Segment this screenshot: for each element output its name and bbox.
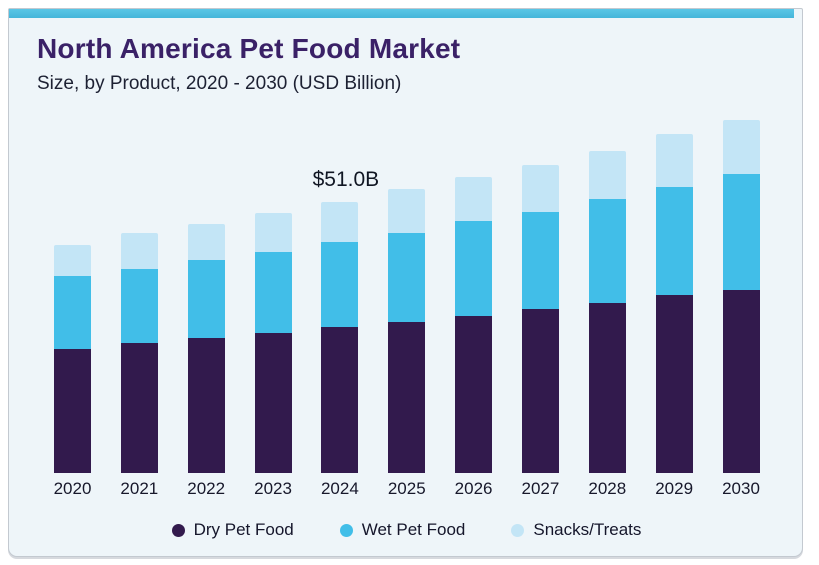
bar-segment-wet-pet-food-2022 bbox=[187, 260, 225, 339]
bar-segment-dry-pet-food-2020 bbox=[54, 349, 91, 473]
chart-title: North America Pet Food Market bbox=[37, 33, 461, 64]
value-annotation-2024: $51.0B bbox=[312, 167, 380, 191]
legend-label: Wet Pet Food bbox=[361, 520, 466, 539]
bar-segment-snacks-treats-2022 bbox=[187, 223, 225, 261]
bar-segment-dry-pet-food-2025 bbox=[388, 322, 426, 473]
x-axis-label-2025: 2025 bbox=[387, 479, 426, 498]
bar-segment-snacks-treats-2025 bbox=[388, 188, 426, 233]
chart-subtitle: Size, by Product, 2020 - 2030 (USD Billi… bbox=[37, 73, 402, 94]
x-axis-label-2020: 2020 bbox=[53, 479, 92, 498]
bar-chart: 2020 2021 2022 2023 2024 $51.0B 2025 2026 2027 20… bbox=[9, 9, 804, 558]
x-axis-label-2024: 2024 bbox=[320, 479, 359, 498]
bar-segment-wet-pet-food-2030 bbox=[722, 173, 760, 290]
bar-segment-wet-pet-food-2028 bbox=[588, 198, 626, 303]
bar-segment-snacks-treats-2030 bbox=[722, 120, 760, 174]
chart-card: North America Pet Food Market Size, by P… bbox=[8, 8, 803, 557]
x-axis-label-2026: 2026 bbox=[454, 479, 493, 498]
bar-2021 bbox=[120, 233, 158, 473]
legend-item-dry-pet-food: Dry Pet Food bbox=[171, 520, 294, 540]
bar-segment-dry-pet-food-2024 bbox=[321, 326, 359, 473]
legend: Dry Pet Food Wet Pet Food Snacks/Treats bbox=[9, 520, 804, 540]
bar-segment-dry-pet-food-2021 bbox=[120, 343, 158, 473]
bar-segment-snacks-treats-2024 bbox=[321, 201, 359, 242]
bar-2023 bbox=[254, 213, 292, 473]
wet-pet-food-swatch-icon bbox=[339, 523, 353, 537]
bar-2028 bbox=[588, 151, 626, 473]
bar-segment-snacks-treats-2029 bbox=[655, 134, 693, 188]
bar-2027 bbox=[521, 164, 559, 473]
bar-2030 bbox=[722, 120, 760, 473]
bar-2029 bbox=[655, 134, 693, 473]
legend-label: Dry Pet Food bbox=[193, 520, 294, 539]
bar-segment-dry-pet-food-2027 bbox=[521, 309, 559, 473]
bar-2022 bbox=[187, 223, 225, 473]
legend-label: Snacks/Treats bbox=[533, 520, 642, 539]
bar-segment-snacks-treats-2023 bbox=[254, 213, 292, 252]
bar-segment-snacks-treats-2026 bbox=[455, 177, 493, 222]
x-axis-label-2028: 2028 bbox=[588, 479, 627, 498]
x-axis-label-2027: 2027 bbox=[521, 479, 560, 498]
dry-pet-food-swatch-icon bbox=[171, 523, 185, 537]
accent-top-bar bbox=[9, 9, 794, 18]
bar-segment-dry-pet-food-2028 bbox=[588, 302, 626, 473]
x-axis-label-2023: 2023 bbox=[254, 479, 292, 498]
bar-segment-wet-pet-food-2020 bbox=[54, 276, 91, 349]
bar-segment-dry-pet-food-2030 bbox=[722, 289, 760, 473]
bar-2026 bbox=[455, 177, 493, 473]
bar-segment-wet-pet-food-2027 bbox=[521, 211, 559, 310]
x-axis-label-2021: 2021 bbox=[120, 479, 159, 498]
bar-segment-dry-pet-food-2023 bbox=[254, 333, 292, 473]
x-axis-label-2030: 2030 bbox=[722, 479, 760, 498]
bar-segment-wet-pet-food-2026 bbox=[455, 221, 493, 316]
bar-segment-wet-pet-food-2024 bbox=[321, 241, 359, 327]
bar-segment-dry-pet-food-2026 bbox=[455, 315, 493, 473]
legend-item-wet-pet-food: Wet Pet Food bbox=[339, 520, 466, 540]
bar-segment-dry-pet-food-2029 bbox=[655, 294, 693, 473]
bar-segment-wet-pet-food-2029 bbox=[655, 187, 693, 295]
bar-2025 bbox=[388, 188, 426, 473]
bar-segment-snacks-treats-2021 bbox=[120, 233, 158, 270]
bar-segment-snacks-treats-2027 bbox=[521, 164, 559, 212]
x-axis-label-2022: 2022 bbox=[187, 479, 226, 498]
snacks-treats-swatch-icon bbox=[511, 523, 525, 537]
bar-segment-wet-pet-food-2025 bbox=[388, 232, 426, 323]
legend-item-snacks-treats: Snacks/Treats bbox=[511, 520, 641, 540]
bar-segment-snacks-treats-2028 bbox=[588, 151, 626, 199]
bar-segment-wet-pet-food-2023 bbox=[254, 251, 292, 334]
bar-segment-dry-pet-food-2022 bbox=[187, 338, 225, 473]
bar-2024 bbox=[321, 201, 359, 473]
x-axis-label-2029: 2029 bbox=[655, 479, 694, 498]
bar-segment-wet-pet-food-2021 bbox=[120, 269, 158, 344]
bar-2020 bbox=[54, 244, 91, 473]
bar-segment-snacks-treats-2020 bbox=[54, 244, 91, 277]
